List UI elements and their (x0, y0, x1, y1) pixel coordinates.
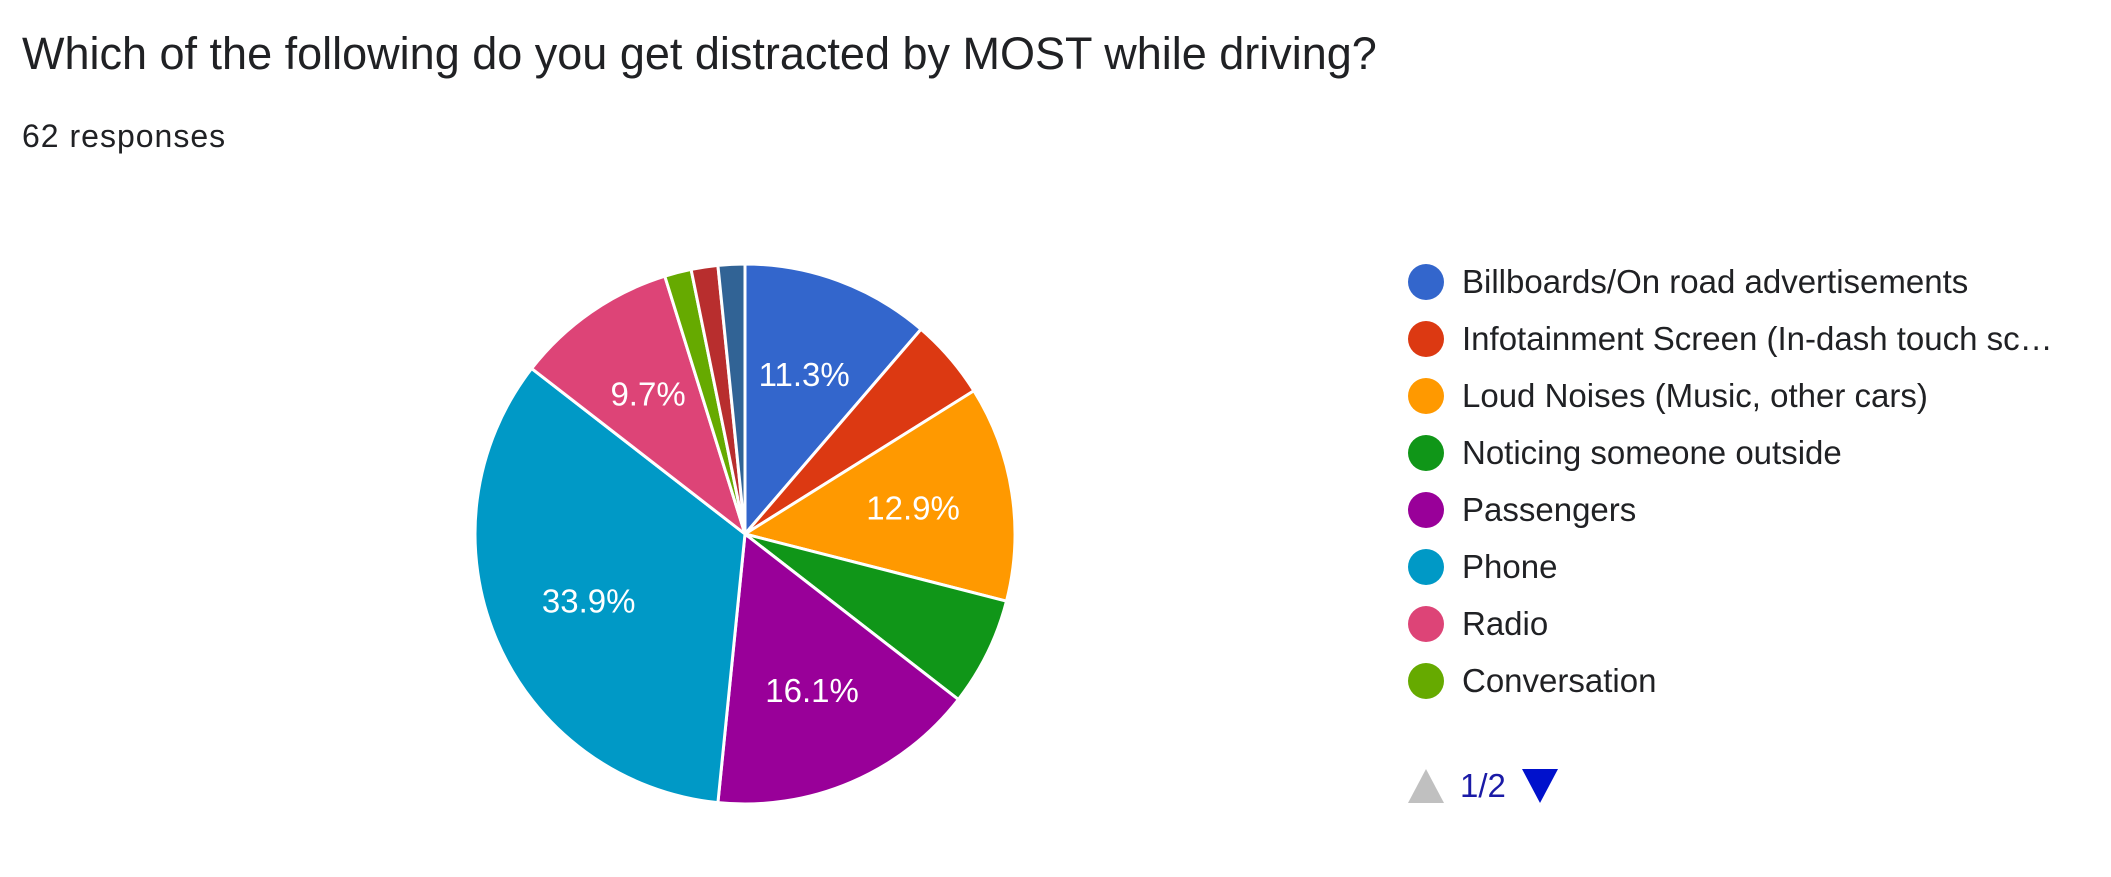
slice-data-label-6: 9.7% (610, 376, 685, 413)
pie-slice-9 (716, 262, 747, 535)
legend-item-7: Conversation (1408, 652, 2108, 709)
legend-item-0: Billboards/On road advertisements (1408, 253, 2108, 310)
slice-data-label-4: 16.1% (765, 672, 859, 709)
legend-label: Phone (1462, 547, 1558, 585)
legend-swatch-icon (1408, 377, 1444, 414)
legend-item-3: Noticing someone outside (1408, 424, 2108, 481)
slice-data-label-0: 11.3% (759, 356, 850, 393)
legend-item-5: Phone (1408, 538, 2108, 595)
legend-pager: 1/2 (1408, 762, 1558, 810)
pie-slice-4 (716, 531, 961, 806)
pie-slice-2 (741, 388, 1017, 603)
legend-swatch-icon (1408, 491, 1444, 528)
legend-label: Noticing someone outside (1462, 433, 1842, 471)
legend-item-1: Infotainment Screen (In-dash touch sc… (1408, 310, 2108, 367)
legend-swatch-icon (1408, 548, 1444, 585)
legend-label: Passengers (1462, 490, 1637, 528)
slice-data-label-2: 12.9% (866, 489, 960, 526)
response-count: 62 responses (22, 118, 227, 154)
pie-slice-6 (529, 274, 748, 539)
legend-swatch-icon (1408, 320, 1444, 357)
legend-swatch-icon (1408, 605, 1444, 642)
pager-label: 1/2 (1460, 767, 1506, 804)
chart-title: Which of the following do you get distra… (22, 28, 1377, 79)
legend-item-2: Loud Noises (Music, other cars) (1408, 367, 2108, 424)
legend-label: Infotainment Screen (In-dash touch sc… (1462, 319, 2053, 357)
legend-swatch-icon (1408, 263, 1444, 300)
legend-swatch-icon (1408, 434, 1444, 471)
legend-item-6: Radio (1408, 595, 2108, 652)
legend-item-4: Passengers (1408, 481, 2108, 538)
legend: Billboards/On road advertisements Infotai… (1408, 253, 2108, 709)
triangle-down-icon[interactable] (1521, 769, 1558, 803)
legend-swatch-icon (1408, 662, 1444, 699)
legend-label: Loud Noises (Music, other cars) (1462, 376, 1928, 414)
pie-slice-3 (744, 532, 1009, 702)
pie-slice-5 (473, 366, 747, 805)
pie-slice-0 (743, 262, 924, 539)
triangle-up-icon (1408, 769, 1444, 803)
slice-data-label-5: 33.9% (542, 583, 636, 620)
legend-label: Radio (1462, 604, 1549, 642)
legend-label: Conversation (1462, 661, 1657, 699)
legend-label: Billboards/On road advertisements (1462, 262, 1969, 300)
